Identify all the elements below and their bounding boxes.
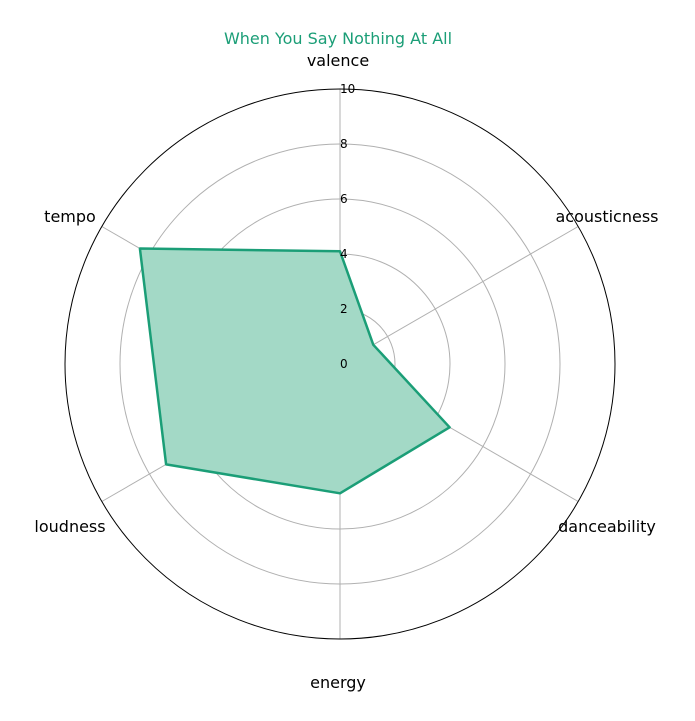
- radar-tick-label-0: 0: [340, 357, 348, 371]
- radar-axis-label-valence: valence: [307, 51, 369, 70]
- radar-series-fill: [139, 248, 450, 494]
- radar-tick-label-10: 10: [340, 82, 355, 96]
- radar-tick-label-4: 4: [340, 247, 348, 261]
- radar-spoke-acousticness: [339, 226, 579, 365]
- radar-tick-label-2: 2: [340, 302, 348, 316]
- radar-axis-label-danceability: danceability: [558, 517, 656, 536]
- radar-tick-labels: 0 2 4 6 8 10: [340, 82, 355, 371]
- radar-axis-label-tempo: tempo: [44, 207, 96, 226]
- radar-axis-label-loudness: loudness: [34, 517, 105, 536]
- radar-outer-circle: [64, 88, 616, 640]
- radar-series: [138, 247, 451, 495]
- radar-axis-label-energy: energy: [310, 673, 366, 692]
- radar-gridline-8: [119, 143, 561, 585]
- radar-axis-label-acousticness: acousticness: [555, 207, 658, 226]
- radar-tick-label-8: 8: [340, 137, 348, 151]
- radar-tick-label-6: 6: [340, 192, 348, 206]
- radar-axis-labels: valence acousticness danceability energy lou…: [34, 51, 658, 692]
- chart-title: When You Say Nothing At All: [224, 29, 452, 48]
